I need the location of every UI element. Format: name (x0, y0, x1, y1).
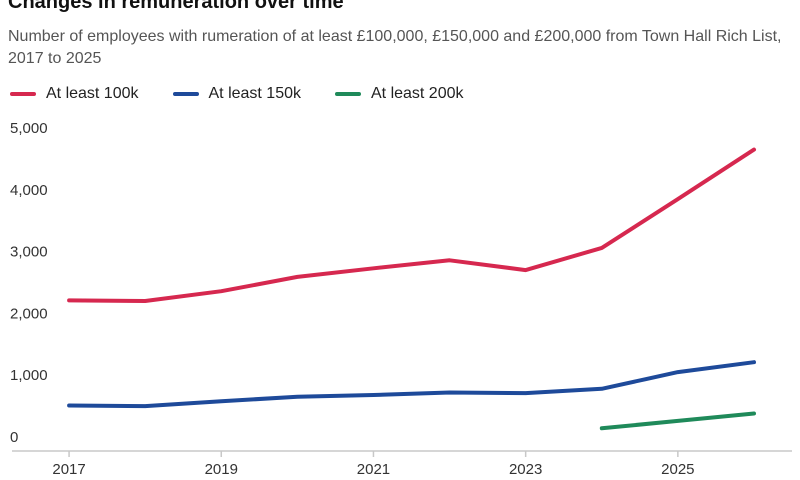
legend-swatch-100k (10, 92, 36, 96)
y-tick-label: 5,000 (10, 120, 48, 137)
legend-label-150k: At least 150k (208, 85, 302, 102)
legend-label-200k: At least 200k (371, 85, 464, 102)
chart-legend: At least 100k At least 150k At least 200… (10, 84, 498, 104)
y-tick-label: 4,000 (10, 182, 48, 199)
chart-title: Changes in remuneration over time (8, 0, 344, 13)
x-tick-label: 2023 (509, 461, 542, 478)
y-tick-label: 3,000 (10, 244, 48, 261)
y-tick-label: 1,000 (10, 367, 48, 384)
series-line-200k (599, 411, 756, 431)
legend-item-100k: At least 100k (10, 85, 139, 103)
legend-swatch-200k (335, 92, 361, 96)
x-tick-label: 2025 (661, 461, 694, 478)
legend-label-100k: At least 100k (46, 85, 139, 102)
x-tick-label: 2017 (52, 461, 85, 478)
legend-item-150k: At least 150k (172, 85, 302, 103)
x-tick-label: 2019 (205, 461, 238, 478)
x-tick-label: 2021 (357, 461, 390, 478)
chart-subtitle: Number of employees with rumeration of a… (8, 28, 782, 67)
y-tick-label: 2,000 (10, 305, 48, 322)
legend-item-200k: At least 200k (335, 85, 464, 103)
series-line-100k (67, 147, 756, 303)
legend-swatch-150k (172, 92, 199, 96)
series-line-150k (67, 360, 756, 409)
y-tick-label: 0 (10, 429, 18, 446)
